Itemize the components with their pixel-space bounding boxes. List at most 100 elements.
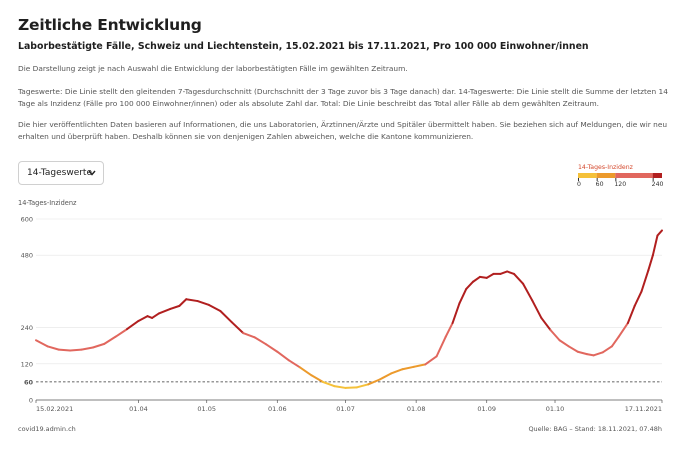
series-line-segment: [367, 378, 381, 386]
series-line-segment: [208, 303, 222, 313]
series-line-segment: [424, 355, 438, 366]
legend-swatch: [596, 173, 616, 178]
y-tick-label: 480: [21, 252, 33, 260]
series-line-segment: [499, 270, 509, 275]
series-line-segment: [103, 335, 117, 345]
legend-label: 60: [595, 181, 604, 188]
series-line-segment: [656, 229, 663, 237]
series-line-segment: [640, 269, 650, 293]
series-line-segment: [485, 272, 495, 279]
legend-label: 120: [614, 181, 627, 188]
series-line-segment: [567, 345, 579, 353]
series-line-segment: [276, 350, 290, 362]
series-line-segment: [310, 374, 324, 383]
series-line-segment: [355, 383, 370, 389]
series-line-segment: [412, 363, 427, 368]
legend-label: 240: [651, 181, 664, 188]
series-line-segment: [444, 322, 454, 338]
series-line-segment: [633, 290, 643, 307]
series-line-segment: [451, 302, 461, 325]
view-mode-select[interactable]: 14-Tageswerte: [18, 161, 104, 185]
series-line-segment: [540, 316, 552, 332]
x-tick-label: 01.09: [477, 405, 496, 413]
series-line-segment: [558, 339, 570, 348]
series-line-segment: [264, 343, 279, 353]
y-tick-label: 120: [21, 360, 33, 368]
x-tick-label: 17.11.2021: [625, 405, 662, 413]
x-tick-label: 01.08: [407, 405, 426, 413]
y-tick-label: 240: [21, 324, 33, 332]
series-line-segment: [472, 275, 481, 283]
series-line-segment: [230, 321, 245, 335]
page-title: Zeitliche Entwicklung: [18, 16, 202, 34]
series-line-segment: [157, 307, 172, 315]
series-line-segment: [137, 315, 149, 322]
chevron-down-icon: [88, 170, 96, 176]
series-line-segment: [626, 304, 636, 325]
series-line-segment: [46, 345, 60, 351]
description-paragraph-1: Die Darstellung zeigt je nach Auswahl di…: [18, 64, 408, 73]
series-line-segment: [69, 348, 83, 352]
series-line-segment: [549, 329, 561, 342]
series-line-segment: [242, 332, 256, 339]
series-line-segment: [651, 234, 659, 257]
footer-source-site: covid19.admin.ch: [18, 425, 76, 433]
series-line-segment: [151, 312, 160, 319]
series-line-segment: [435, 335, 447, 358]
legend-label: 0: [577, 181, 581, 188]
series-line-segment: [287, 359, 302, 369]
series-line-segment: [585, 353, 595, 357]
series-line-segment: [576, 350, 588, 356]
series-line-segment: [196, 300, 211, 306]
x-tick-label: 01.04: [129, 405, 148, 413]
series-line-segment: [321, 380, 336, 388]
series-line-segment: [333, 385, 347, 389]
legend-swatch: [578, 173, 597, 178]
series-line-segment: [647, 254, 654, 272]
series-line-segment: [126, 319, 140, 331]
legend-ticks: [578, 178, 654, 181]
series-line-segment: [80, 346, 94, 351]
x-tick-label: 01.06: [268, 405, 287, 413]
legend-swatch: [652, 173, 662, 178]
legend-title: 14-Tages-Inzidenz: [578, 164, 633, 171]
x-tick-label: 01.07: [336, 405, 355, 413]
series-line-segment: [185, 298, 199, 303]
series-line-segment: [601, 345, 613, 354]
series-line-segment: [531, 299, 543, 319]
legend-color-scale: [578, 173, 662, 178]
series-line-segment: [617, 322, 629, 338]
series-line-segment: [513, 272, 525, 285]
series-line-segment: [610, 335, 620, 348]
reference-line-label: 60: [24, 378, 34, 386]
series-line-segment: [169, 304, 181, 310]
legend-swatch: [615, 173, 653, 178]
series-line-segment: [592, 351, 604, 357]
series-line-segment: [35, 339, 49, 348]
series-line-segment: [114, 328, 129, 338]
series-line-segment: [253, 336, 267, 346]
view-mode-select-value: 14-Tageswerte: [27, 168, 92, 178]
series-line-segment: [401, 365, 415, 371]
page-subtitle: Laborbestätigte Fälle, Schweiz und Liech…: [18, 41, 589, 52]
footer-source-info: Quelle: BAG – Stand: 18.11.2021, 07.48h: [528, 425, 662, 433]
series-line-segment: [178, 298, 188, 307]
series-line-segment: [458, 287, 468, 305]
series-line-segment: [91, 342, 106, 349]
description-paragraph-3: Die hier veröffentlichten Daten basieren…: [18, 120, 668, 141]
series-line-segment: [390, 368, 404, 375]
series-line-segment: [522, 282, 534, 302]
y-tick-label: 0: [29, 397, 33, 405]
series-line-segment: [506, 270, 516, 275]
x-tick-label: 15.02.2021: [36, 405, 73, 413]
series-line-segment: [344, 386, 358, 389]
series-line-segment: [219, 310, 233, 324]
incidence-line-chart: 0 120 240 480 600 15.02.2021 01.04 01.05 01.06 0…: [21, 216, 663, 413]
series-line-segment: [299, 366, 313, 377]
y-axis-title: 14-Tages-Inzidenz: [18, 199, 77, 207]
series-line-segment: [478, 275, 488, 279]
x-tick-label: 01.10: [546, 405, 565, 413]
series-line-segment: [378, 372, 393, 381]
series-line-segment: [57, 348, 72, 352]
description-paragraph-2: Tageswerte: Die Linie stellt den gleiten…: [18, 87, 668, 108]
